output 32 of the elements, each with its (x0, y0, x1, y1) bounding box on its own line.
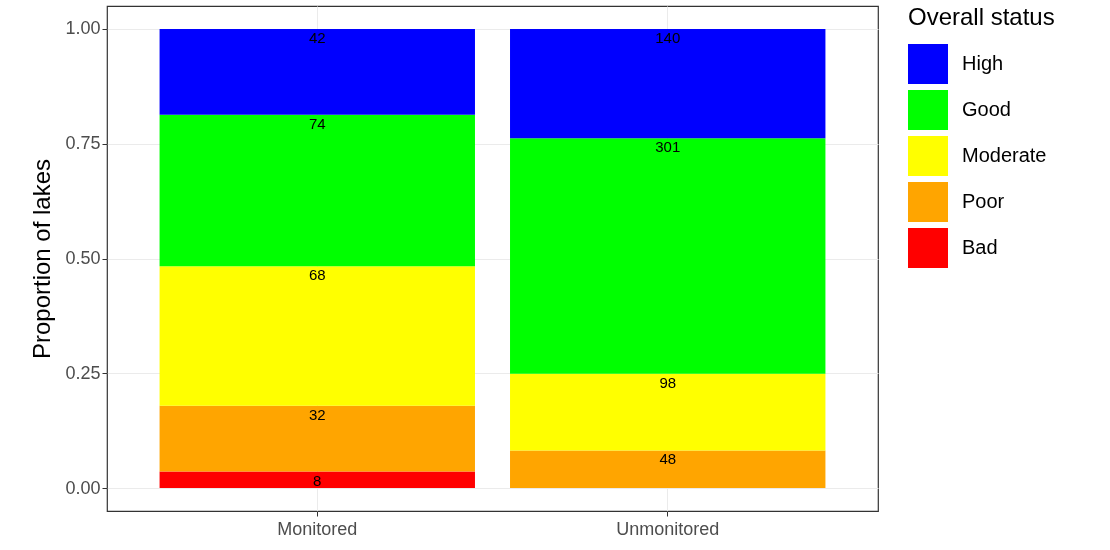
annotation: 68 (308, 266, 326, 284)
legend-label: Bad (962, 236, 998, 258)
y-tick-label: 0.25 (65, 362, 101, 383)
bar (159, 405, 475, 472)
annotation: 140 (655, 28, 681, 46)
legend-label: Moderate (962, 144, 1047, 166)
annotation: 42 (308, 28, 326, 46)
annotation: 48 (659, 450, 677, 468)
y-axis-title: Proportion of lakes (28, 158, 56, 360)
y-tick-label: 1.00 (65, 18, 101, 39)
bar (159, 114, 475, 267)
x-tick-label: Unmonitored (616, 518, 720, 539)
legend-title: Overall status (908, 3, 1055, 30)
y-tick-label: 0.00 (65, 477, 101, 498)
legend-label: Poor (962, 190, 1005, 212)
x-tick-label: Monitored (277, 518, 358, 539)
bar (510, 138, 826, 374)
y-tick-label: 0.75 (65, 133, 101, 154)
bar (510, 373, 826, 451)
bar (159, 28, 475, 115)
annotation: 32 (308, 405, 326, 423)
annotation: 301 (655, 138, 681, 156)
annotation: 74 (308, 114, 326, 132)
legend-label: High (962, 52, 1004, 74)
annotation: 8 (313, 471, 322, 489)
annotation: 98 (659, 373, 677, 391)
bar (510, 450, 826, 489)
bar (510, 28, 826, 139)
legend-label: Good (962, 98, 1011, 120)
y-tick-label: 0.50 (65, 248, 101, 268)
bar (159, 266, 475, 406)
bar (159, 471, 475, 489)
